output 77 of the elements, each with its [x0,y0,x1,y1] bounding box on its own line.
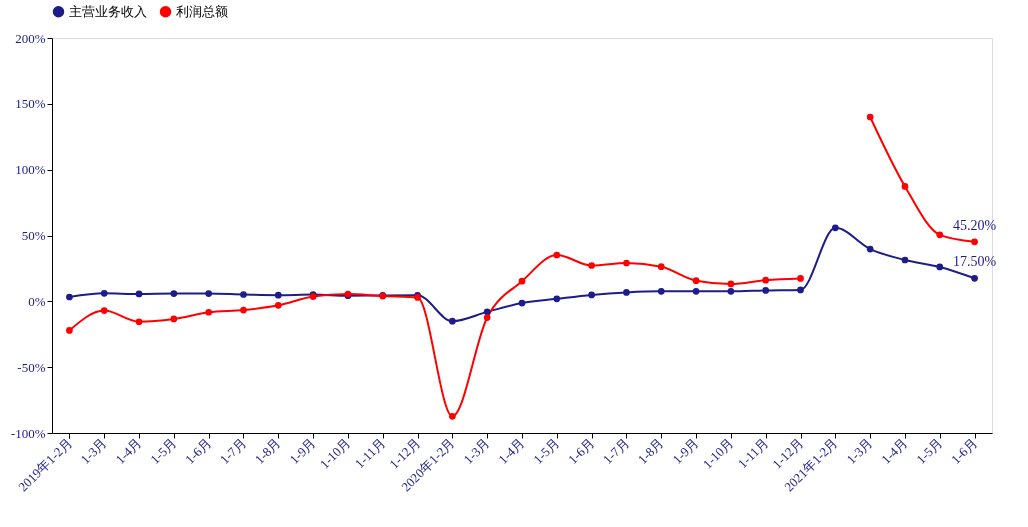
point [66,293,73,301]
point [623,289,630,296]
point [936,263,944,271]
point [971,274,978,282]
x-tick-label: 1-10月 [316,434,354,472]
x-tick-label: 1-9月 [286,434,319,467]
legend-label: 主营业务收入 [69,3,147,19]
x-tick-label: 1-10月 [699,434,737,472]
point [205,308,213,316]
point [518,277,526,285]
y-tick-label: 0% [28,293,46,309]
point [901,256,909,264]
x-tick-label: 1-11月 [351,434,389,472]
x-tick-label: 1-7月 [216,434,249,467]
y-tick-label: -50% [17,359,46,375]
x-tick-label: 1-6月 [182,434,215,467]
x-tick-label: 1-5月 [147,434,180,467]
point [135,290,143,298]
data-label: 45.20% [953,217,997,233]
x-tick-label: 1-3月 [843,434,876,467]
x-tick-label: 1-4月 [112,434,145,467]
point [692,287,700,295]
x-tick-label: 1-8月 [251,434,284,467]
x-tick-label: 1-6月 [565,434,598,467]
y-tick-label: 150% [15,96,46,112]
x-tick-label: 1-4月 [495,434,528,467]
point [588,262,595,269]
point [274,301,282,309]
point [797,286,804,294]
point [449,317,456,325]
legend-label: 利润总额 [176,3,228,19]
y-tick-label: 50% [21,228,46,243]
point [240,291,247,298]
point [588,291,595,299]
point [866,245,874,253]
point [692,277,700,285]
x-tick-label: 1-3月 [460,434,493,467]
point [797,275,804,282]
x-tick-label: 1-7月 [599,434,632,467]
x-tick-label: 1-5月 [913,434,946,467]
x-tick-label: 1-3月 [77,434,110,467]
y-tick-label: -100% [10,425,46,441]
y-tick-label: 200% [15,30,46,46]
point [449,412,456,420]
point [483,314,491,321]
x-tick-label: 1-11月 [734,434,772,472]
point [657,263,665,271]
point [170,315,178,323]
point [831,224,839,232]
point [205,290,213,297]
point [274,291,282,299]
point [623,259,630,267]
point [66,327,73,334]
point [971,238,978,246]
y-tick-label: 100% [15,162,46,178]
x-tick-label: 1-9月 [669,434,702,467]
point [240,306,247,314]
point [657,287,665,295]
point [866,113,874,121]
x-tick-label: 1-8月 [634,434,667,467]
point [901,183,909,190]
point [170,290,178,297]
point [762,287,770,294]
point [762,276,770,284]
x-tick-label: 1-5月 [530,434,563,467]
point [135,318,143,326]
data-label: 17.50% [953,254,997,270]
point [100,307,108,314]
point [518,299,526,307]
point [553,251,561,259]
point [727,280,735,288]
point [936,231,944,239]
point [553,295,561,303]
point [727,287,735,295]
point [100,289,108,297]
x-tick-label: 1-4月 [878,434,911,467]
x-tick-label: 1-6月 [947,434,981,467]
